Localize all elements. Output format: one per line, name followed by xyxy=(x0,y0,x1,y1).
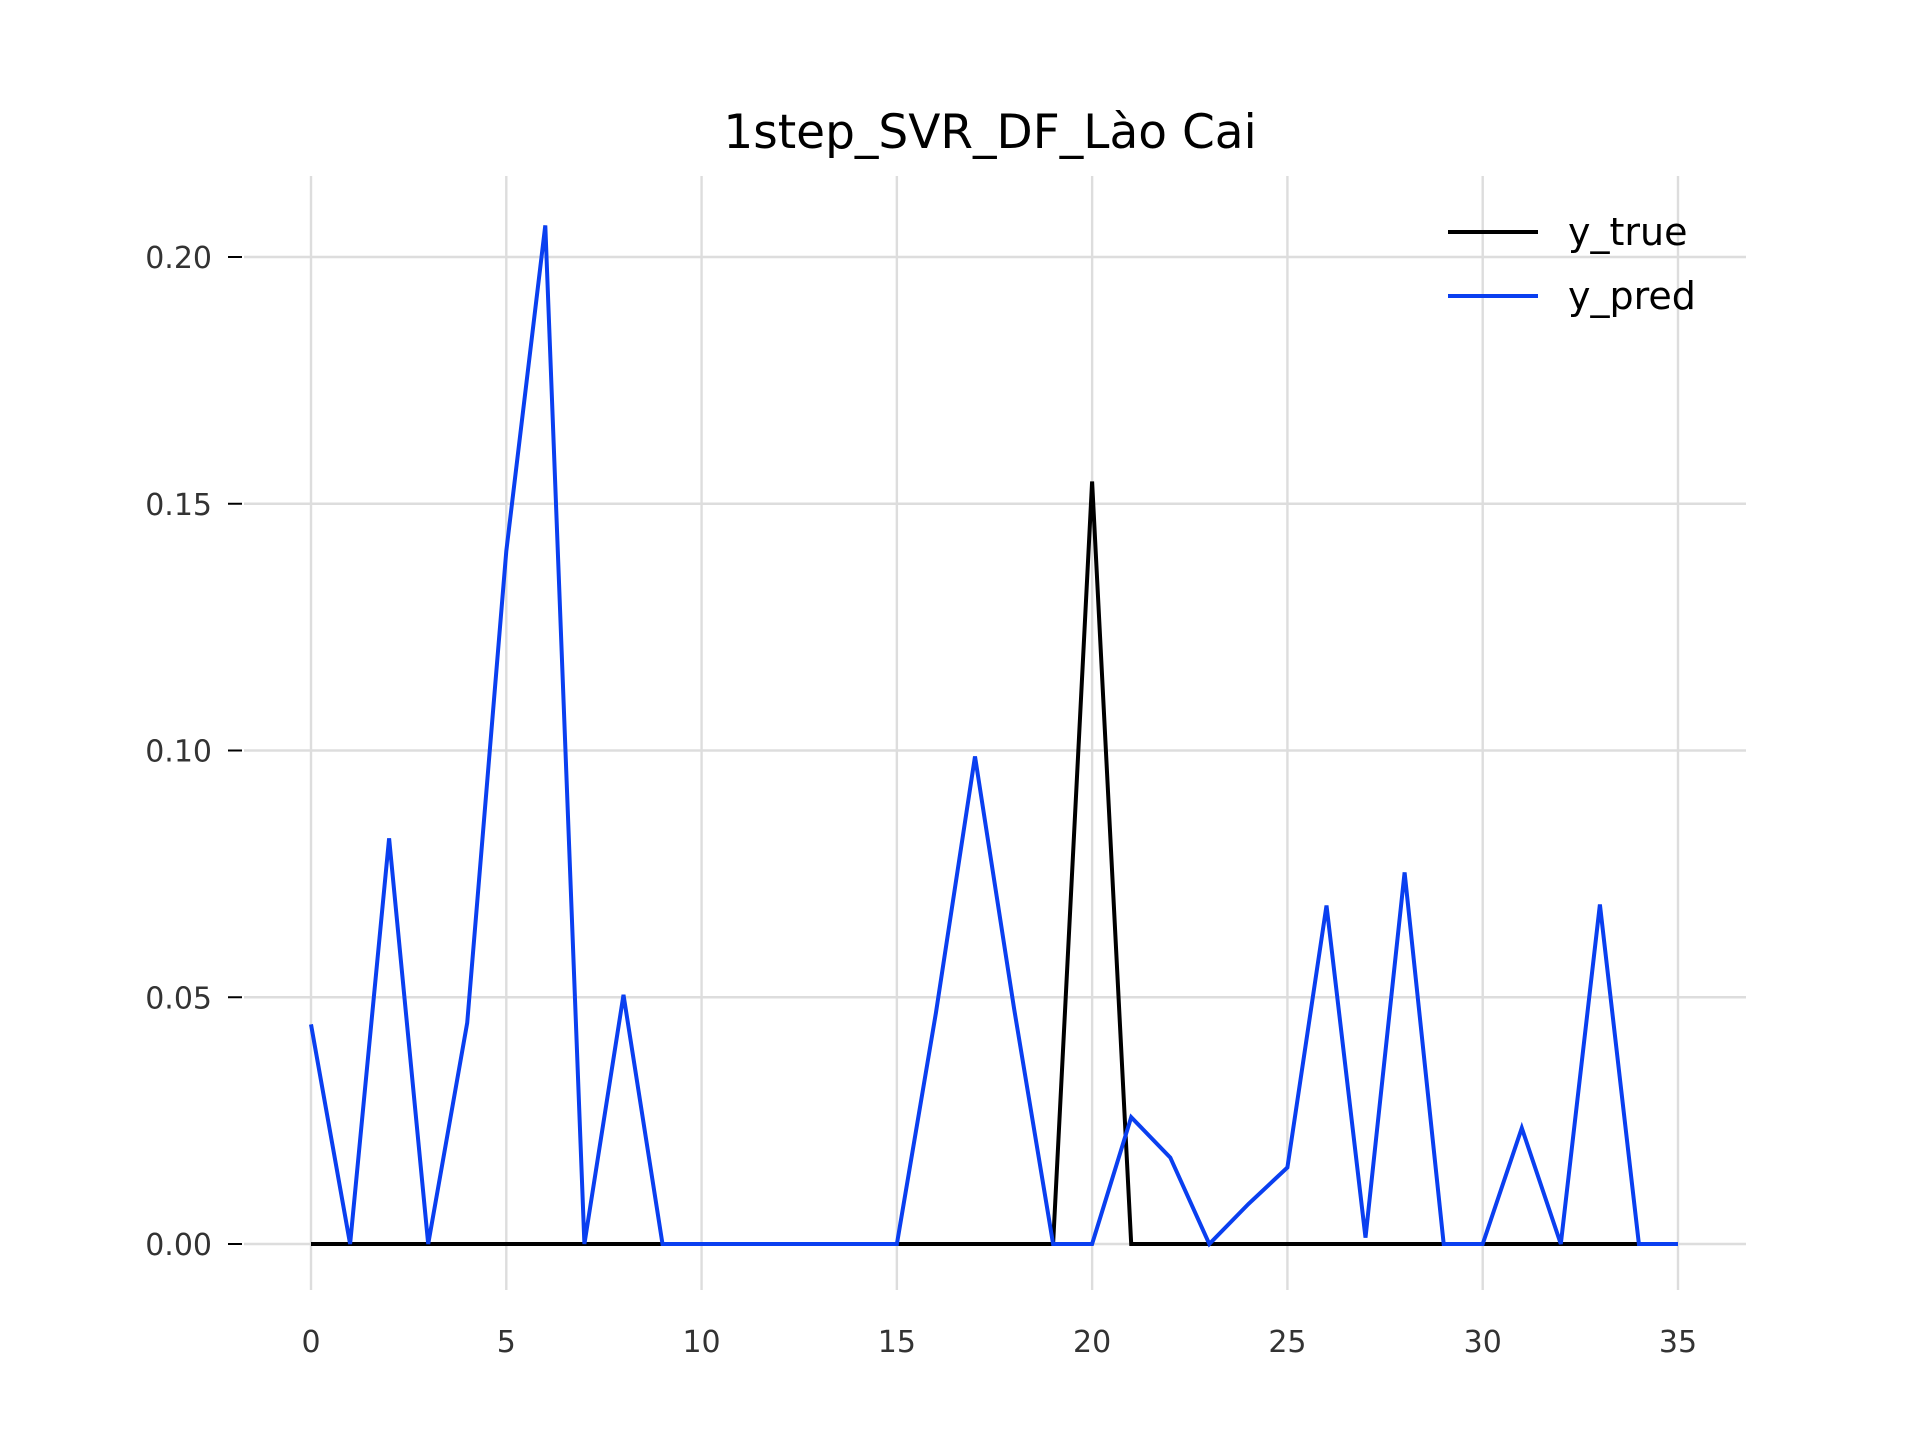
x-tick-label-5: 5 xyxy=(497,1325,516,1360)
x-tick-label-20: 20 xyxy=(1073,1325,1111,1360)
y-tick-label-0.20: 0.20 xyxy=(145,241,212,276)
x-tick-label-0: 0 xyxy=(301,1325,320,1360)
x-tick-label-35: 35 xyxy=(1659,1325,1697,1360)
x-tick-label-15: 15 xyxy=(878,1325,916,1360)
y-tick-label-0.05: 0.05 xyxy=(145,981,212,1016)
series-line-y-pred xyxy=(309,225,1678,1248)
x-tick-label-30: 30 xyxy=(1464,1325,1502,1360)
grid xyxy=(244,176,1746,1290)
legend-label-y-pred: y_pred xyxy=(1568,274,1696,318)
legend-label-y-true: y_true xyxy=(1568,210,1687,254)
y-tick-label-0.15: 0.15 xyxy=(145,488,212,523)
legend: y_true y_pred xyxy=(1448,210,1696,318)
x-tick-label-25: 25 xyxy=(1268,1325,1306,1360)
series-lines xyxy=(309,225,1678,1248)
x-tick-label-10: 10 xyxy=(682,1325,720,1360)
y-tick-label-0.00: 0.00 xyxy=(145,1228,212,1263)
chart-title: 1step_SVR_DF_Lào Cai xyxy=(723,105,1256,160)
y-tick-label-0.10: 0.10 xyxy=(145,735,212,770)
series-line-y-true xyxy=(311,481,1678,1246)
axis-ticks: 0 5 10 15 20 25 30 35 0.00 0.05 0.10 0.15 0.20 xyxy=(145,241,1697,1360)
